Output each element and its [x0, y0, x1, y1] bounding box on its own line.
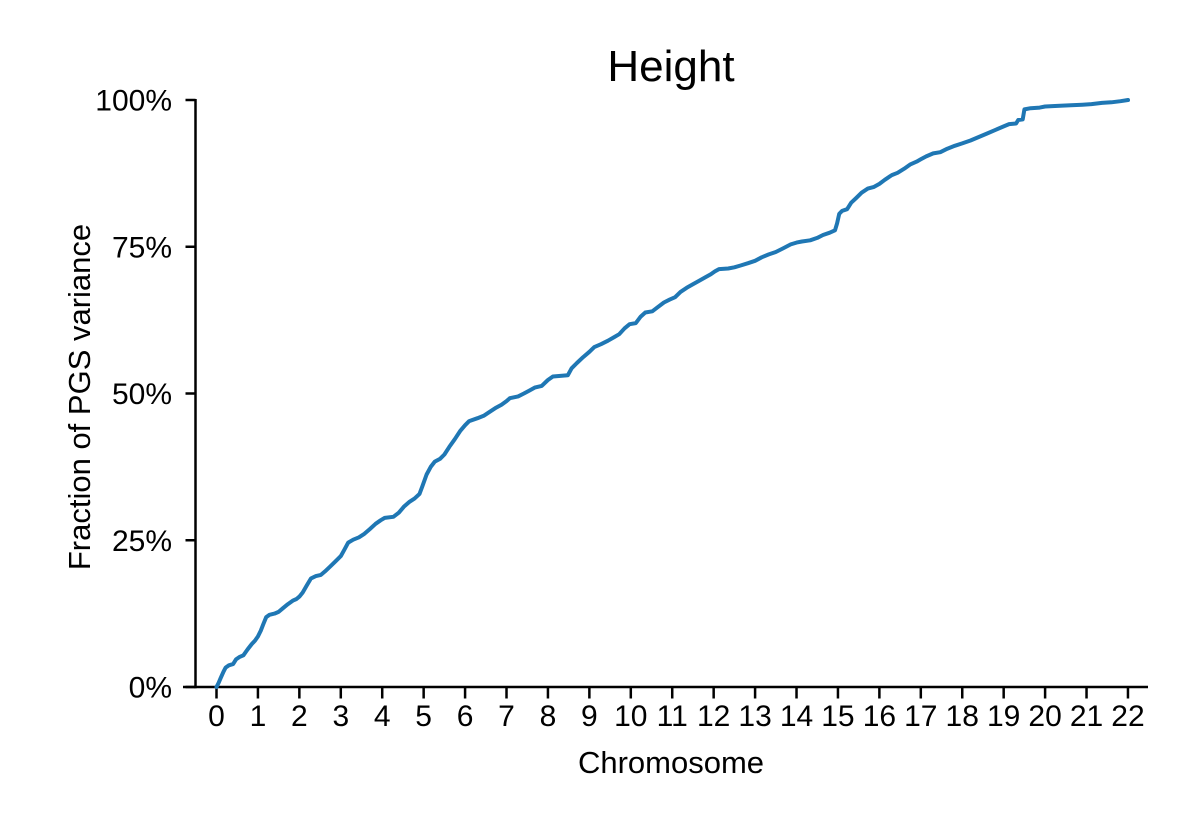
x-tick-label: 21	[1070, 700, 1103, 733]
x-tick-label: 0	[208, 700, 225, 733]
x-tick-label: 12	[697, 700, 730, 733]
x-tick-label: 14	[780, 700, 813, 733]
x-tick-label: 2	[291, 700, 308, 733]
x-axis-label: Chromosome	[578, 745, 764, 780]
y-tick-label: 50%	[112, 378, 172, 411]
x-tick-label: 19	[987, 700, 1020, 733]
x-tick-label: 20	[1028, 700, 1061, 733]
x-tick-label: 5	[415, 700, 432, 733]
x-tick-label: 7	[498, 700, 515, 733]
height-series-line	[214, 98, 1130, 689]
y-tick-label: 75%	[112, 231, 172, 264]
x-tick-label: 9	[581, 700, 598, 733]
axes-spines	[183, 99, 1148, 689]
x-tick-label: 6	[457, 700, 474, 733]
y-tick-label: 100%	[95, 85, 172, 118]
x-tick-label: 4	[374, 700, 391, 733]
y-tick-label: 0%	[129, 672, 172, 705]
x-axis: 0 1 2 3 4 5 6 7 8 9 10 11 12 13 14 15 16 17 18 19 20 21 22	[208, 687, 1145, 733]
y-tick-label: 25%	[112, 525, 172, 558]
x-tick-label: 15	[821, 700, 854, 733]
x-tick-label: 17	[904, 700, 937, 733]
x-tick-label: 10	[614, 700, 647, 733]
y-axis: 0% 25% 50% 75% 100%	[95, 85, 196, 705]
x-tick-label: 11	[657, 700, 688, 733]
x-tick-label: 8	[540, 700, 557, 733]
x-tick-label: 13	[738, 700, 771, 733]
x-tick-label: 3	[332, 700, 349, 733]
x-tick-label: 22	[1111, 700, 1144, 733]
chart-title: Height	[607, 42, 734, 91]
x-tick-label: 1	[250, 700, 267, 733]
y-axis-label: Fraction of PGS variance	[62, 224, 97, 570]
x-tick-label: 18	[946, 700, 979, 733]
x-tick-label: 16	[863, 700, 896, 733]
